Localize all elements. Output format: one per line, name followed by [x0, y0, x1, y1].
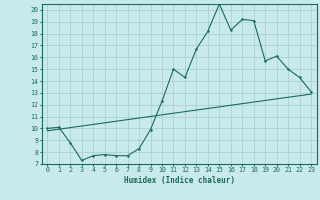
X-axis label: Humidex (Indice chaleur): Humidex (Indice chaleur): [124, 176, 235, 185]
